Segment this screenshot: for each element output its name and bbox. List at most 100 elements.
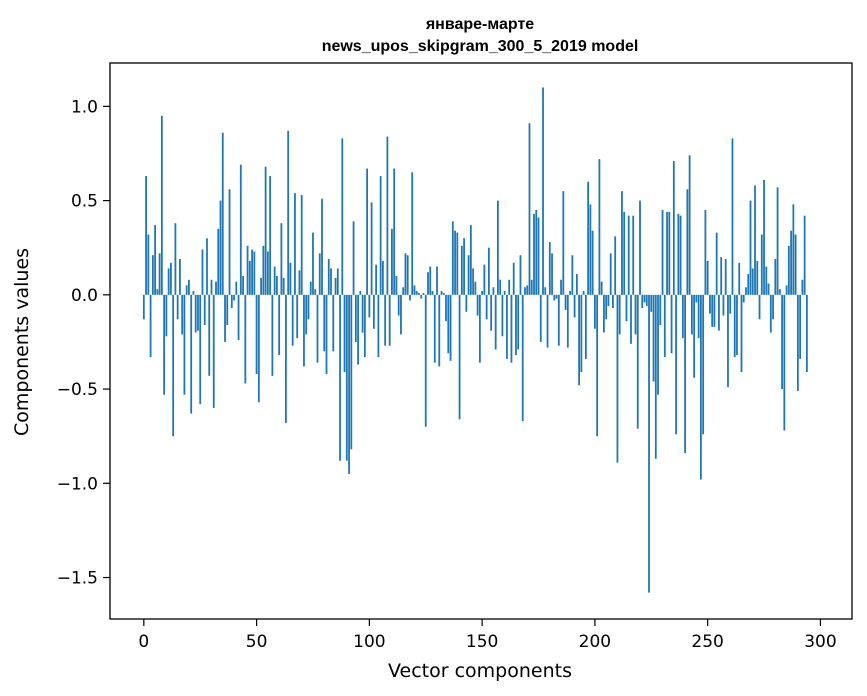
y-tick-label: 0.0 [71,286,98,306]
y-tick-label: −1.0 [57,474,98,494]
bar [251,249,253,295]
bar [354,294,357,342]
bar [289,262,292,295]
bar [733,294,736,358]
plot-frame [109,62,853,620]
bar [772,294,774,320]
bar [359,291,362,295]
chart-subtitle: news_upos_skipgram_300_5_2019 model [322,38,639,55]
bar [573,294,576,318]
bar [422,292,425,295]
bar [758,294,761,320]
bar [318,253,321,295]
bar [296,294,299,339]
bar [474,281,477,295]
bar [783,294,786,431]
x-tick-label: 50 [246,632,268,652]
bar [487,247,490,295]
bar [799,294,802,359]
bar [330,268,332,295]
y-axis-label: Components values [11,248,33,436]
bar [609,253,612,295]
bar [745,287,747,295]
bar [181,294,184,335]
bar [160,115,163,295]
bar [194,294,197,333]
bar [494,294,497,350]
bar [393,168,396,295]
bar [785,285,788,295]
bar [630,294,632,344]
bar [352,221,355,295]
bar [796,294,799,391]
bar [343,294,346,373]
bar [165,294,168,337]
bar [582,291,585,295]
bar [571,255,574,295]
bar [400,294,402,335]
bar [197,294,199,331]
bar [727,294,729,388]
bar [463,238,465,295]
x-axis: 0 50 100 150 200 250 300 [138,619,837,652]
bar [406,255,409,295]
bar [569,291,571,295]
bar [266,251,269,295]
bar [158,253,161,295]
y-tick-label: 0.5 [71,192,98,212]
y-tick-label: −1.5 [57,569,98,589]
bar [445,294,447,322]
x-tick-label: 100 [353,632,385,652]
bar [176,294,179,320]
bar [618,294,621,335]
bar [280,223,283,295]
bar [645,294,648,307]
bar [756,260,759,295]
bar [215,281,217,295]
bar [560,279,562,295]
bar [695,294,698,303]
bar [623,211,626,295]
bar [603,294,605,333]
bar [300,194,303,295]
bar [433,294,436,363]
bar [699,294,702,480]
bar [634,294,637,335]
bar [720,257,723,295]
bar [188,279,190,295]
bar [418,292,420,295]
bar [149,294,152,358]
bar [738,262,741,295]
bar [497,200,499,295]
y-tick-label: −0.5 [57,380,98,400]
bar [431,291,434,295]
bar [566,294,569,348]
bar [454,230,456,295]
bar [709,294,711,314]
bar [341,138,344,295]
bar [312,232,314,295]
bar [542,87,544,295]
bar [580,294,583,373]
bar [681,294,684,339]
bar [792,204,795,295]
bar [226,294,229,325]
bar [650,294,653,312]
bar [754,185,756,295]
bar [625,294,628,322]
bar [722,294,725,316]
bar [183,294,186,395]
bar [688,155,691,295]
bar [206,238,208,295]
bar [675,294,677,435]
bar [275,275,278,295]
bar [436,266,438,295]
bar [285,294,287,423]
bar [294,193,296,295]
bar [145,176,147,295]
bar [736,294,738,356]
bar [578,294,580,386]
bar [805,294,808,373]
bar [803,215,806,295]
